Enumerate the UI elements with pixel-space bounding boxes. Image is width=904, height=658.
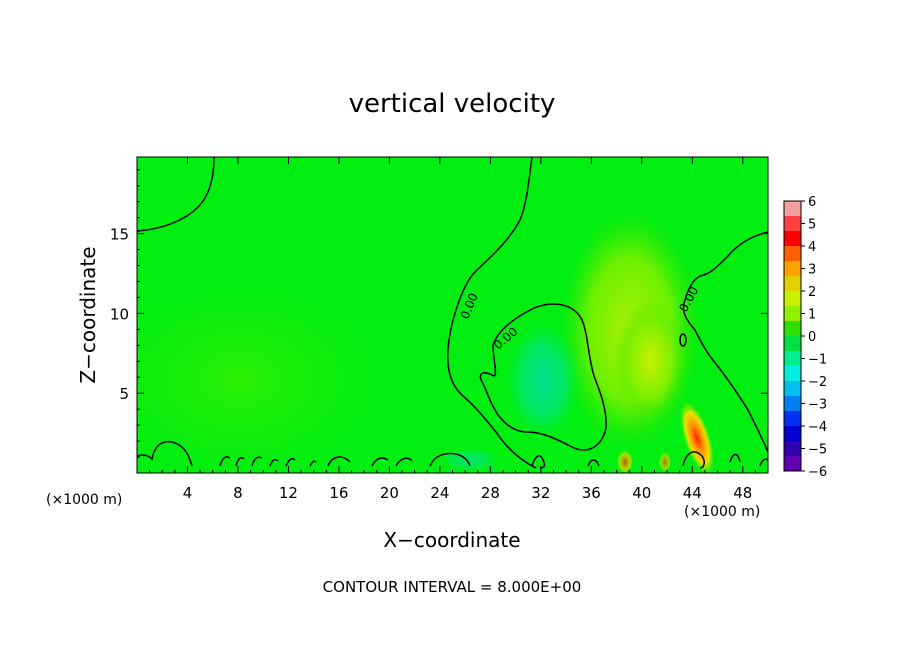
velocity-field: 0.00 0.00 0.00 [137, 157, 768, 473]
colorbar-tick-label: 0 [808, 330, 816, 345]
colorbar-swatch [784, 306, 801, 322]
colorbar-swatch [784, 351, 801, 367]
colorbar-swatch [784, 246, 801, 262]
x-tick-label: 8 [233, 484, 243, 502]
colorbar-tick-label: −4 [808, 420, 827, 435]
field-surface-yellow [617, 450, 633, 473]
colorbar-tick-label: −1 [808, 353, 827, 368]
colorbar-tick-label: 4 [808, 240, 816, 255]
field-updraft-core [679, 401, 715, 473]
field-updraft-mid [615, 300, 685, 420]
x-tick-label: 32 [531, 484, 550, 502]
colorbar-swatch [784, 366, 801, 382]
contour-central [446, 157, 537, 469]
x-tick-label: 24 [430, 484, 449, 502]
colorbar-swatch [784, 261, 801, 277]
colorbar-swatch [784, 336, 801, 352]
colorbar-tick-label: −5 [808, 443, 827, 458]
contour-interval-text: CONTOUR INTERVAL = 8.000E+00 [323, 578, 582, 596]
y-axis-ticks: 5 10 15 [110, 169, 768, 458]
colorbar-swatch [784, 276, 801, 292]
x-tick-label: 28 [481, 484, 500, 502]
y-axis-title: Z−coordinate [76, 246, 100, 383]
x-tick-label: 48 [733, 484, 752, 502]
colorbar-swatch [784, 216, 801, 232]
y-tick-label: 5 [119, 385, 129, 403]
x-tick-label: 4 [183, 484, 193, 502]
x-tick-label: 36 [582, 484, 601, 502]
field-downdraft [505, 320, 581, 440]
colorbar-swatch [784, 426, 801, 442]
contour-downdraft-loop [479, 303, 607, 451]
x-tick-label: 12 [279, 484, 298, 502]
colorbar-swatch [784, 231, 801, 247]
chart-title: vertical velocity [349, 89, 556, 119]
colorbar-swatch [784, 321, 801, 337]
contour-small-oval [679, 333, 687, 347]
field-surface-yellow-2 [659, 452, 671, 472]
x-unit-label-left: (×1000 m) [46, 492, 122, 508]
colorbar-swatch [784, 201, 801, 217]
colorbar-tick-label: 1 [808, 308, 816, 323]
x-tick-label: 44 [683, 484, 702, 502]
x-axis-ticks: 4 8 12 16 20 24 28 32 36 40 44 48 [149, 157, 756, 502]
colorbar: 6 5 4 3 2 1 0 −1 −2 −3 −4 −5 −6 [783, 195, 827, 480]
colorbar-tick-label: 2 [808, 285, 816, 300]
colorbar-swatch [784, 381, 801, 397]
colorbar-swatch [784, 291, 801, 307]
x-axis-title: X−coordinate [383, 528, 520, 552]
colorbar-tick-label: −2 [808, 375, 827, 390]
x-tick-label: 20 [380, 484, 399, 502]
colorbar-tick-label: 5 [808, 218, 816, 233]
contour-surface-bumps [137, 440, 768, 469]
x-tick-label: 16 [329, 484, 348, 502]
field-yellowish-region [137, 270, 400, 473]
contour-right-branch [682, 231, 768, 453]
field-surface-cyan [440, 448, 500, 472]
zero-contours [137, 157, 768, 469]
colorbar-swatch [784, 396, 801, 412]
colorbar-swatch [784, 456, 801, 472]
x-tick-label: 40 [632, 484, 651, 502]
y-tick-label: 15 [110, 226, 129, 244]
y-tick-label: 10 [110, 305, 129, 323]
colorbar-tick-label: −6 [808, 465, 827, 480]
colorbar-swatch [784, 441, 801, 457]
colorbar-tick-label: 6 [808, 195, 816, 210]
colorbar-tick-label: 3 [808, 263, 816, 278]
colorbar-swatch [784, 411, 801, 427]
colorbar-tick-label: −3 [808, 398, 827, 413]
contour-top-left [137, 157, 215, 232]
x-unit-label-right: (×1000 m) [684, 504, 760, 520]
